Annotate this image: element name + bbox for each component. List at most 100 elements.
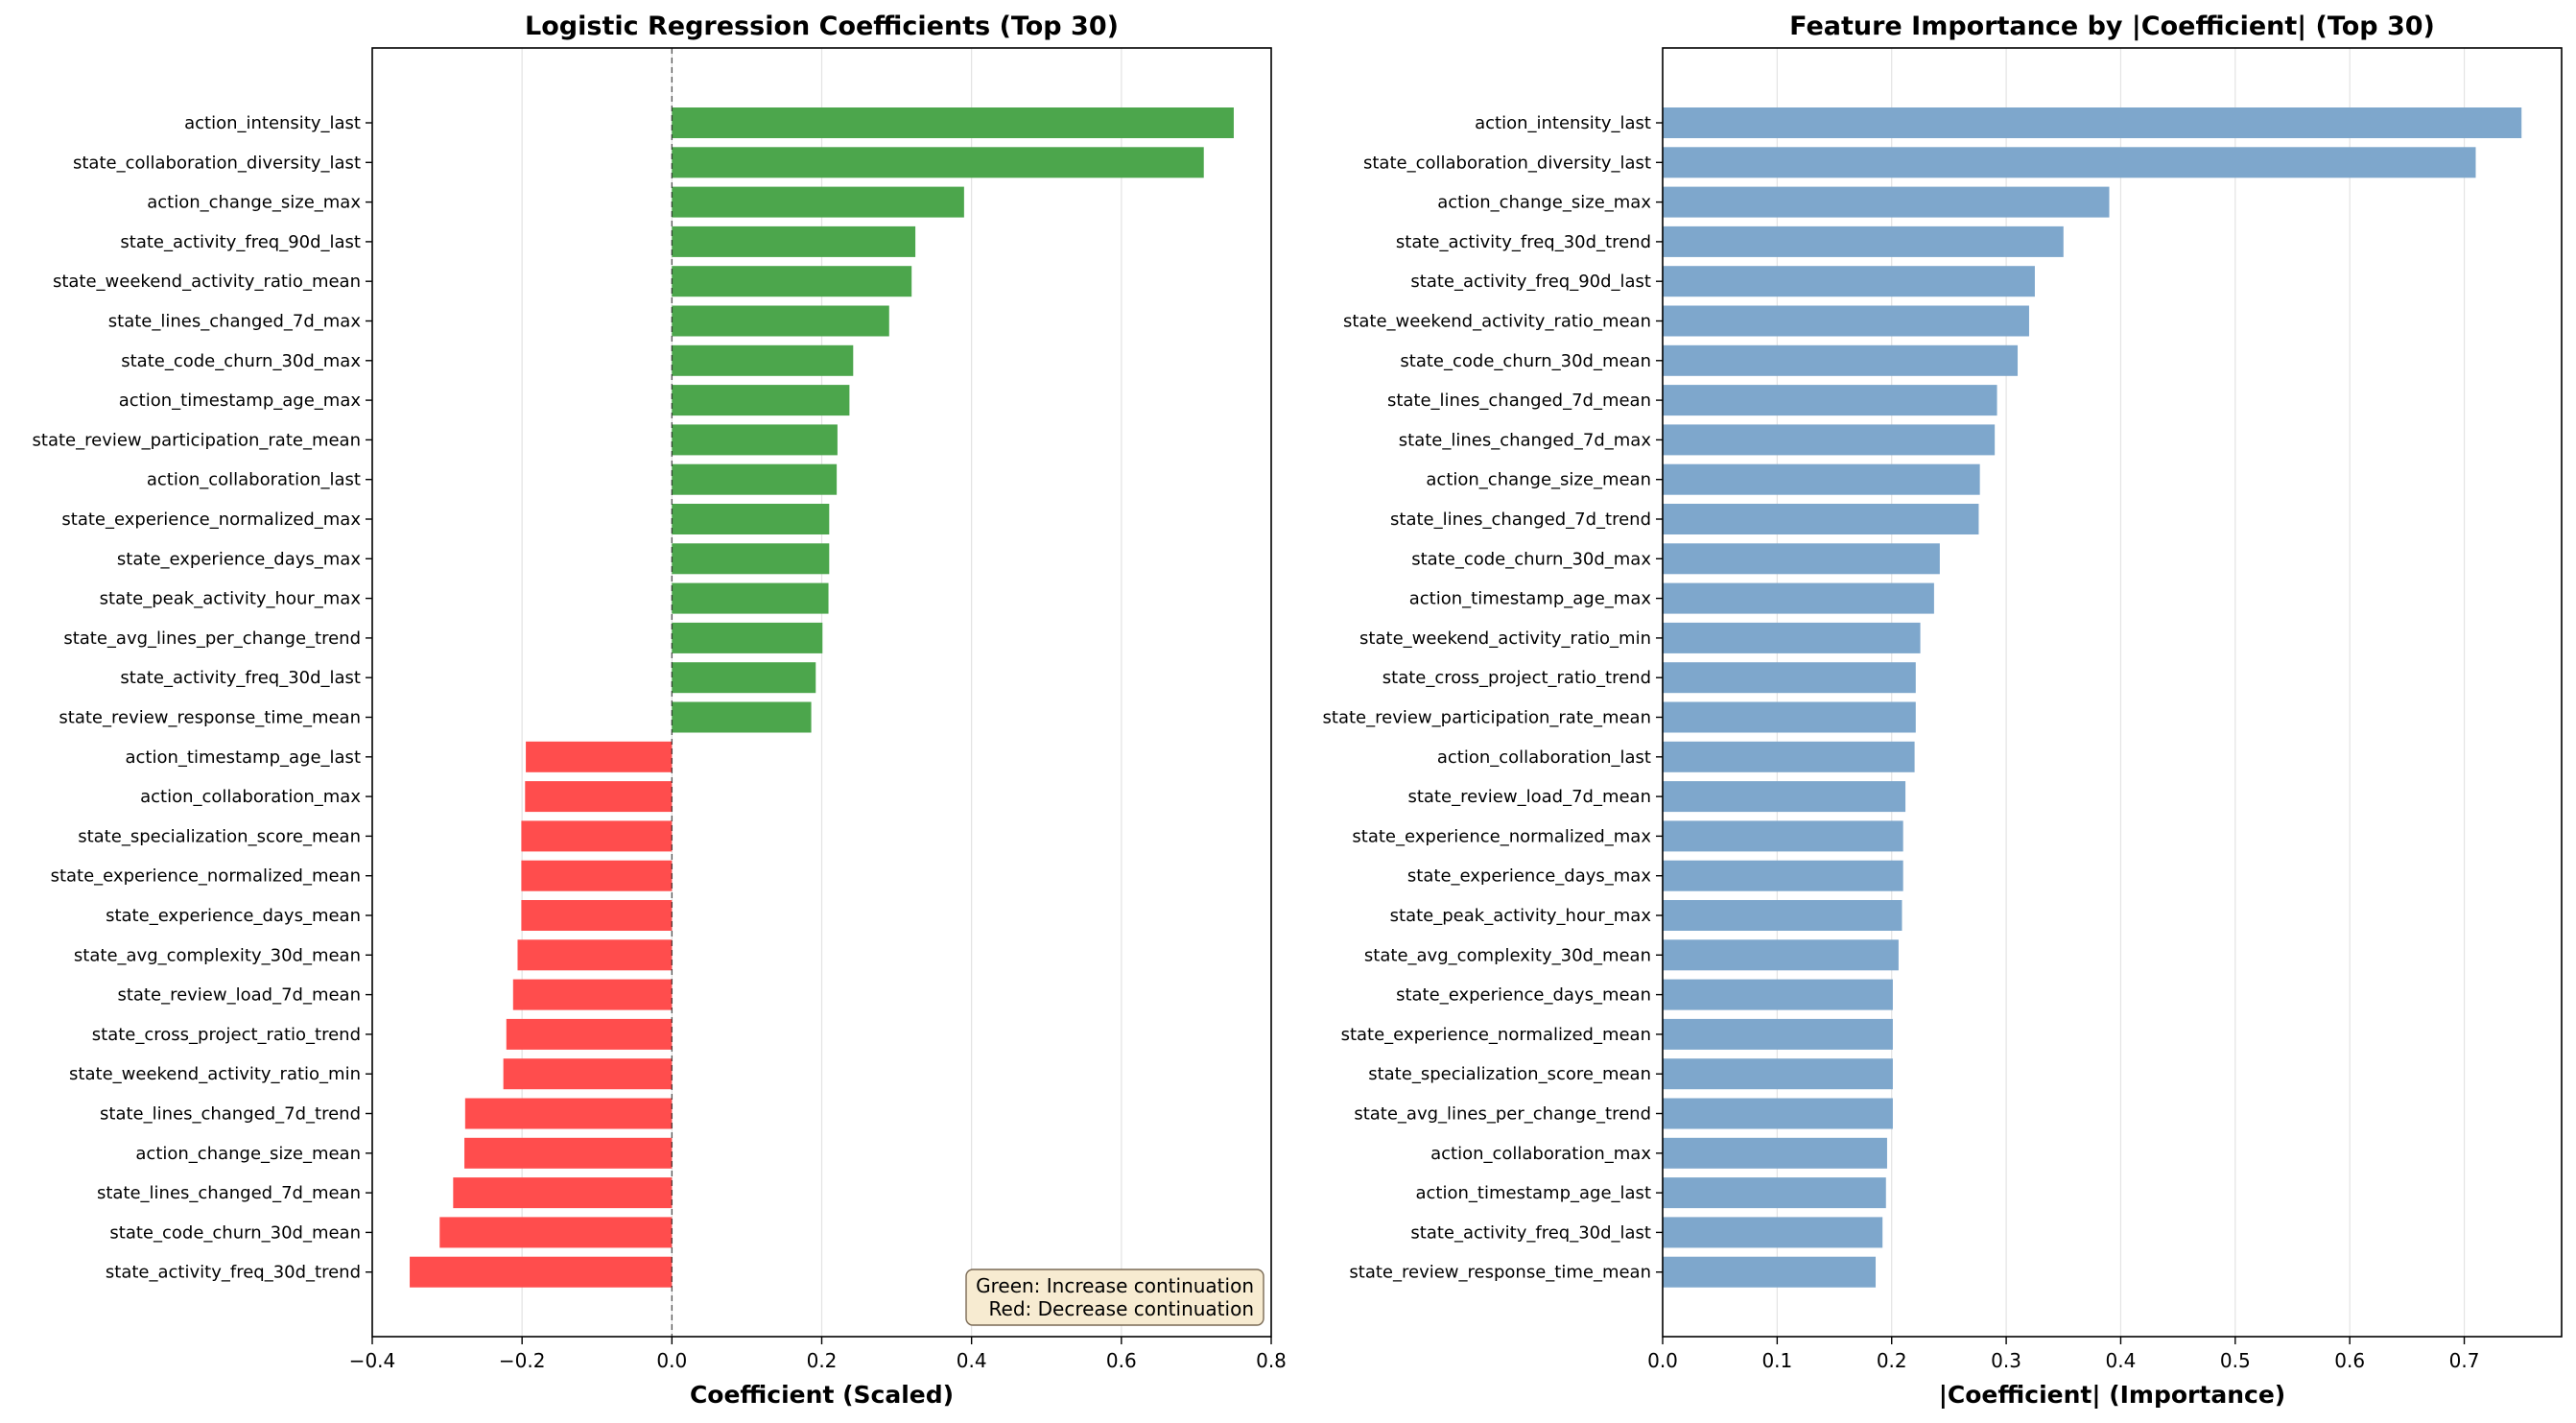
bar [1663, 820, 1903, 852]
bar [521, 820, 673, 852]
category-label: action_change_size_mean [1426, 470, 1651, 490]
category-label: state_experience_normalized_max [61, 510, 361, 530]
category-label: state_collaboration_diversity_last [1363, 153, 1651, 173]
x-tick-label: 0.6 [1106, 1349, 1137, 1372]
bar [672, 543, 830, 575]
category-label: state_peak_activity_hour_max [100, 589, 362, 609]
category-label: state_experience_normalized_max [1352, 826, 1651, 846]
x-tick-label: 0.4 [957, 1349, 987, 1372]
bar [672, 424, 838, 456]
bar [672, 266, 912, 297]
bar [1663, 622, 1921, 653]
category-label: state_review_participation_rate_mean [1323, 708, 1651, 728]
importance-panel: Feature Importance by |Coefficient| (Top… [1323, 12, 2563, 1409]
legend-line-green: Green: Increase continuation [976, 1274, 1254, 1297]
legend-box: Green: Increase continuation Red: Decrea… [965, 1269, 1264, 1326]
category-label: state_code_churn_30d_max [1411, 549, 1651, 569]
category-label: action_collaboration_last [147, 470, 361, 490]
x-tick-label: 0.2 [807, 1349, 838, 1372]
category-label: state_activity_freq_90d_last [1410, 272, 1651, 292]
category-label: state_avg_lines_per_change_trend [1354, 1104, 1651, 1125]
bar [1663, 225, 2064, 257]
bar [672, 385, 850, 416]
bar [506, 1018, 673, 1050]
bar [453, 1177, 673, 1209]
bar [1663, 1137, 1887, 1169]
bar [1663, 504, 1979, 534]
category-label: state_lines_changed_7d_mean [97, 1183, 361, 1203]
plot-frame [371, 47, 1272, 1338]
category-label: state_experience_days_max [117, 549, 361, 569]
bar [1663, 900, 1902, 931]
bar [1663, 344, 2019, 376]
category-label: state_weekend_activity_ratio_mean [1343, 312, 1651, 332]
category-label: state_cross_project_ratio_trend [92, 1025, 361, 1045]
bars [1663, 107, 2522, 1288]
bar [1663, 305, 2029, 337]
category-label: action_collaboration_last [1437, 747, 1651, 768]
x-tick-label: 0.5 [2220, 1349, 2251, 1372]
bar [672, 225, 916, 257]
x-tick-label: 0.1 [1761, 1349, 1792, 1372]
category-label: action_timestamp_age_max [119, 391, 362, 411]
x-tick-labels: −0.4 −0.2 0.0 0.2 0.4 0.6 0.8 [349, 1337, 1287, 1372]
category-label: state_activity_freq_30d_trend [106, 1263, 361, 1283]
bar [672, 147, 1204, 178]
category-label: action_collaboration_max [140, 787, 361, 807]
bar [672, 107, 1234, 138]
x-tick-label: −0.4 [349, 1349, 396, 1372]
category-label: state_review_load_7d_mean [1407, 787, 1651, 807]
bar [1663, 463, 1980, 495]
bar [672, 305, 889, 337]
bar [1663, 662, 1916, 694]
x-tick-label: 0.2 [1877, 1349, 1907, 1372]
bar [672, 463, 838, 495]
category-label: state_lines_changed_7d_trend [1390, 510, 1651, 530]
bar [410, 1256, 673, 1288]
bar [672, 582, 829, 614]
category-label: state_experience_normalized_mean [1341, 1025, 1651, 1045]
bar [1663, 1217, 1883, 1248]
category-label: action_collaboration_max [1430, 1144, 1651, 1164]
plot-frame [1662, 47, 2563, 1338]
category-labels: action_intensity_last state_collaboration… [1323, 113, 1663, 1283]
category-label: state_collaboration_diversity_last [73, 153, 361, 173]
bar [517, 939, 673, 971]
bar [1663, 1058, 1893, 1090]
category-label: state_weekend_activity_ratio_min [1359, 628, 1651, 649]
bar [1663, 186, 2110, 218]
category-label: state_experience_days_max [1407, 866, 1651, 887]
bar [1663, 1018, 1893, 1050]
bars [410, 48, 1234, 1337]
category-label: state_activity_freq_90d_last [120, 232, 361, 252]
bar [1663, 385, 1997, 416]
x-axis-label: |Coefficient| (Importance) [1939, 1381, 2285, 1409]
bar [1663, 701, 1916, 733]
category-label: state_specialization_score_mean [1368, 1064, 1651, 1084]
category-label: state_code_churn_30d_max [121, 351, 361, 371]
category-label: state_experience_normalized_mean [51, 866, 361, 887]
bar [439, 1217, 673, 1248]
x-tick-label: 0.0 [656, 1349, 687, 1372]
chart-title: Feature Importance by |Coefficient| (Top… [1789, 12, 2435, 41]
category-label: action_timestamp_age_last [1416, 1183, 1652, 1203]
x-tick-label: 0.3 [1991, 1349, 2021, 1372]
category-label: state_experience_days_mean [1396, 985, 1651, 1006]
chart-title: Logistic Regression Coefficients (Top 30… [525, 12, 1119, 41]
category-label: action_intensity_last [1475, 113, 1651, 133]
category-label: state_lines_changed_7d_mean [1387, 391, 1651, 411]
bar [1663, 781, 1906, 813]
bar [525, 781, 673, 813]
category-label: state_review_load_7d_mean [117, 985, 361, 1006]
bar [1663, 741, 1915, 772]
x-tick-labels: 0.0 0.1 0.2 0.3 0.4 0.5 0.6 0.7 [1647, 1337, 2479, 1372]
category-label: state_review_response_time_mean [59, 708, 361, 728]
bar [521, 860, 673, 891]
x-tick-label: 0.6 [2334, 1349, 2365, 1372]
category-label: state_review_response_time_mean [1349, 1263, 1651, 1283]
category-label: state_weekend_activity_ratio_min [69, 1064, 361, 1084]
bar [672, 344, 854, 376]
category-label: state_avg_lines_per_change_trend [63, 628, 361, 649]
bar [672, 662, 816, 694]
